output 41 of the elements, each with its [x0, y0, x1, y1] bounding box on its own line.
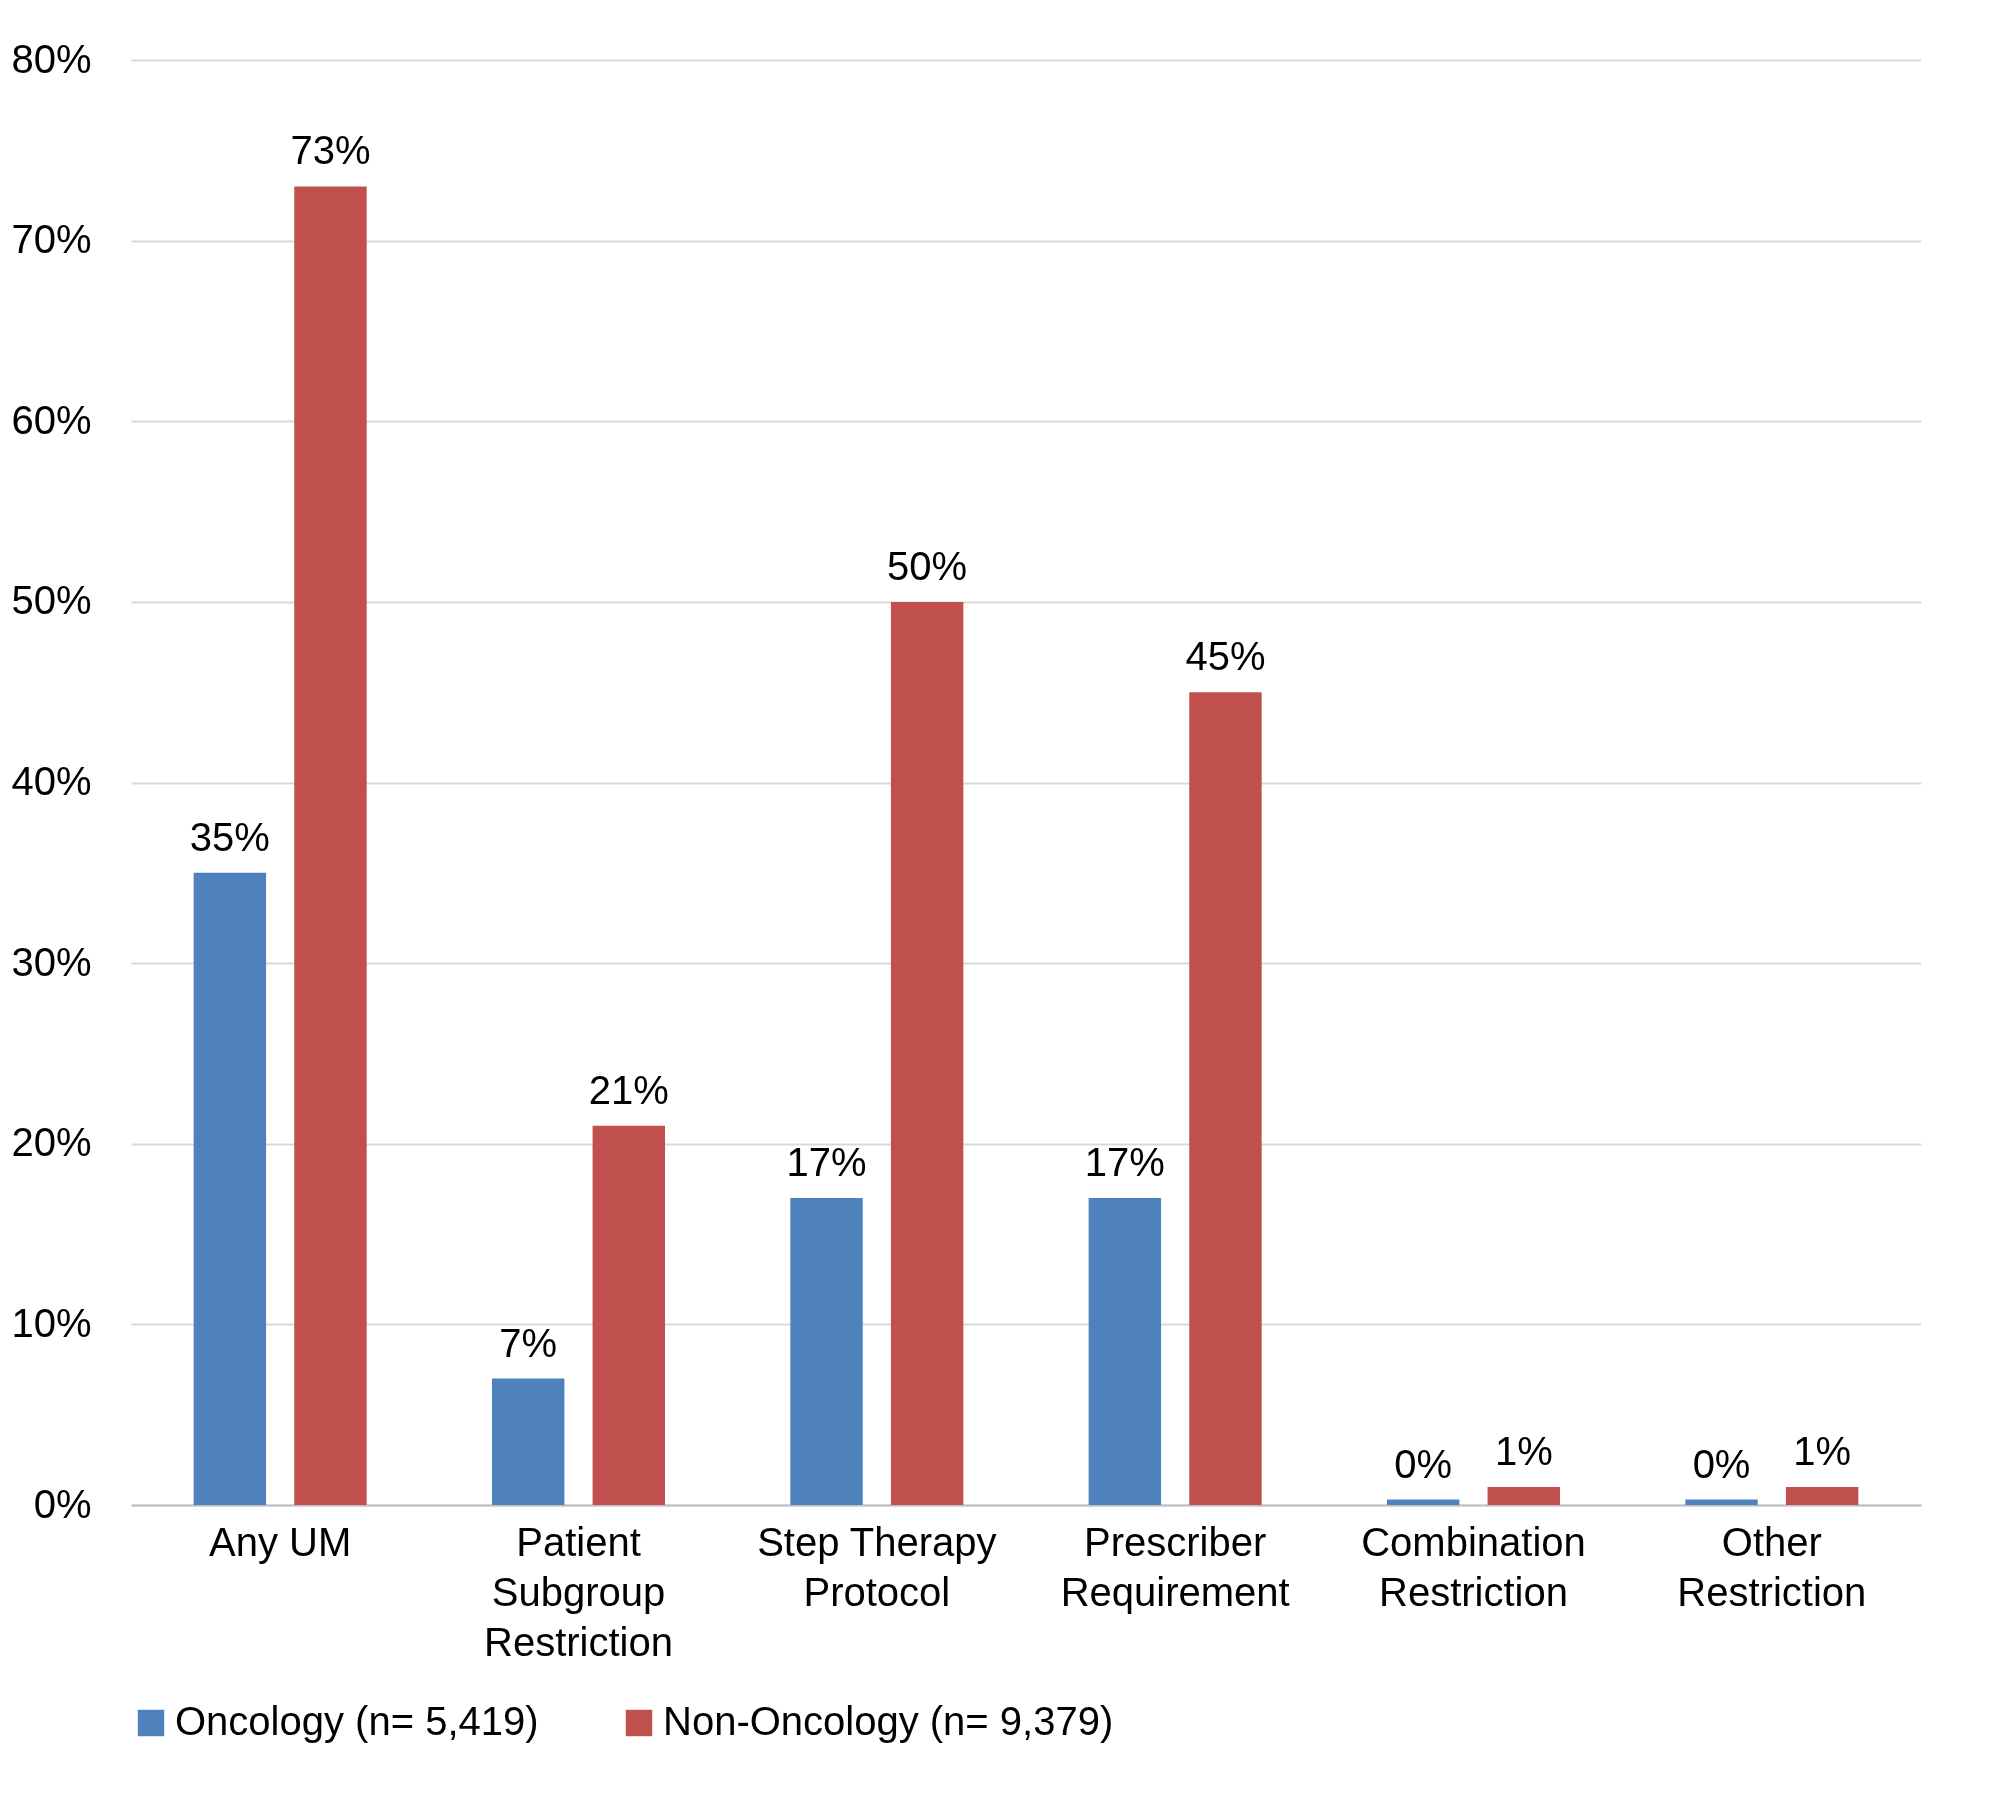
data-label: 7% [499, 1320, 558, 1365]
bar [592, 1125, 666, 1505]
y-tick-label: 60% [11, 397, 92, 442]
data-label: 17% [1084, 1139, 1165, 1184]
x-tick-label: Other Restriction [1677, 1519, 1867, 1614]
x-tick-label: Patient Subgroup Restriction [484, 1519, 673, 1664]
y-tick-label: 10% [11, 1300, 92, 1345]
y-tick-label: 50% [11, 578, 92, 623]
x-tick-label: Combination Restriction [1361, 1519, 1586, 1614]
legend-label: Oncology (n= 5,419) [175, 1699, 539, 1743]
data-label: 0% [1692, 1441, 1751, 1486]
bar [1189, 692, 1262, 1505]
data-label: 73% [290, 128, 371, 173]
data-label: 35% [189, 814, 270, 859]
bar [890, 601, 964, 1505]
data-label: 50% [887, 543, 968, 588]
bar [1685, 1499, 1758, 1505]
data-label: 17% [786, 1139, 867, 1184]
bar [491, 1378, 565, 1505]
y-tick-label: 30% [11, 939, 92, 984]
y-tick-label: 70% [11, 217, 92, 262]
legend-label: Non-Oncology (n= 9,379) [663, 1699, 1114, 1743]
data-label: 1% [1494, 1428, 1553, 1473]
bar [1785, 1486, 1859, 1505]
x-tick-label: Any UM [209, 1519, 352, 1564]
y-tick-label: 80% [11, 36, 92, 81]
x-tick-label: Prescriber Requirement [1060, 1519, 1290, 1614]
bar [1386, 1499, 1460, 1505]
y-tick-label: 0% [33, 1481, 92, 1526]
x-tick-label: Step Therapy Protocol [757, 1519, 997, 1614]
y-tick-label: 20% [11, 1120, 92, 1165]
data-label: 0% [1394, 1441, 1453, 1486]
bar [193, 872, 267, 1505]
bar [294, 186, 367, 1505]
data-label: 21% [588, 1067, 669, 1112]
bar [1487, 1486, 1561, 1505]
y-tick-label: 40% [11, 759, 92, 803]
bar [1088, 1197, 1162, 1505]
data-label: 45% [1185, 634, 1266, 679]
bar [790, 1197, 863, 1505]
data-label: 1% [1793, 1428, 1852, 1473]
